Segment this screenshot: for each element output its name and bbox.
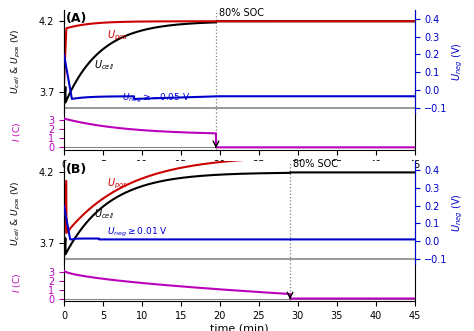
X-axis label: time (min): time (min) bbox=[210, 171, 269, 181]
Text: 80% SOC: 80% SOC bbox=[293, 160, 338, 169]
Text: $U_{pos}$: $U_{pos}$ bbox=[107, 28, 128, 43]
Text: (A): (A) bbox=[66, 12, 87, 25]
Text: $U_{cell}$ & $U_{pos}$ (V): $U_{cell}$ & $U_{pos}$ (V) bbox=[10, 180, 23, 246]
Text: $U_{cell}$ & $U_{pos}$ (V): $U_{cell}$ & $U_{pos}$ (V) bbox=[10, 29, 23, 94]
Y-axis label: $U_{neg}$ (V): $U_{neg}$ (V) bbox=[451, 42, 465, 81]
Text: (B): (B) bbox=[66, 163, 87, 176]
Text: 80% SOC: 80% SOC bbox=[219, 8, 264, 18]
Text: $U_{neg}$$\geq$0.01 V: $U_{neg}$$\geq$0.01 V bbox=[107, 226, 168, 239]
Text: $U_{pos}$: $U_{pos}$ bbox=[107, 177, 128, 191]
Text: $U_{neg}$$\geq$$-$0.05 V: $U_{neg}$$\geq$$-$0.05 V bbox=[122, 92, 191, 105]
X-axis label: time (min): time (min) bbox=[210, 324, 269, 331]
Y-axis label: $U_{neg}$ (V): $U_{neg}$ (V) bbox=[451, 193, 465, 232]
Text: $U_{cell}$: $U_{cell}$ bbox=[93, 208, 114, 221]
Text: $I$ (C): $I$ (C) bbox=[10, 121, 23, 142]
Text: $I$ (C): $I$ (C) bbox=[10, 273, 23, 293]
Text: $U_{cell}$: $U_{cell}$ bbox=[93, 59, 114, 72]
